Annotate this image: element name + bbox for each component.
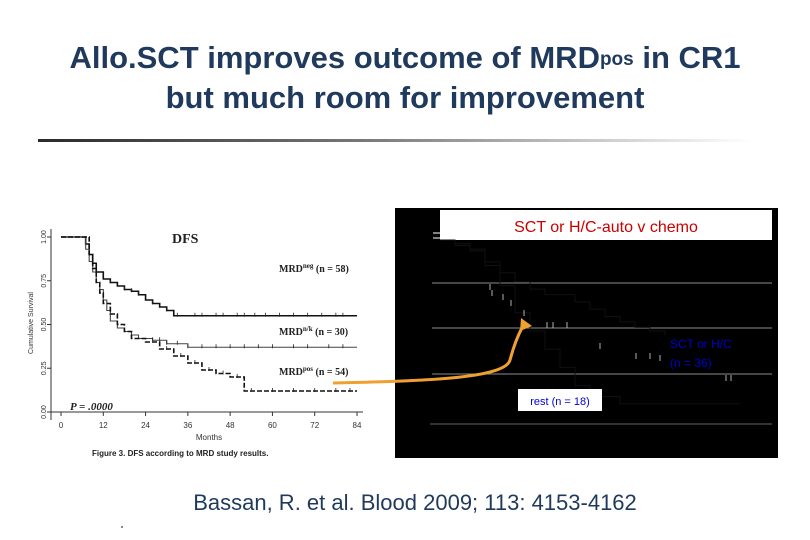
title-line-2: but much room for improvement — [165, 80, 645, 115]
y-tick-label: 0.75 — [41, 274, 48, 288]
x-tick-label: 48 — [226, 421, 235, 430]
series-label-n: (n = 54) — [313, 367, 348, 378]
y-tick-label: 0.50 — [41, 318, 48, 332]
p-value-label: P = .0000 — [70, 401, 113, 413]
stray-dot — [121, 526, 123, 528]
citation: Bassan, R. et al. Blood 2009; 113: 4153-… — [193, 490, 637, 515]
y-tick-label: 0.25 — [41, 361, 48, 375]
km-chart-title: DFS — [172, 232, 199, 247]
series-label-base: MRD — [279, 327, 303, 338]
title-main-text: Allo.SCT improves outcome of MRD — [69, 40, 600, 75]
label-box-rest — [518, 389, 602, 411]
y-tick-label: 0.00 — [41, 405, 48, 419]
title-divider — [38, 139, 753, 142]
right-chart-title: SCT or H/C-auto v chemo — [514, 219, 698, 236]
title-superscript: pos — [599, 49, 634, 70]
right-chart-title-box — [440, 210, 772, 240]
series-label-superscript: n/k — [303, 325, 313, 333]
slide-title: Allo.SCT improves outcome of MRDpos in C… — [0, 38, 810, 118]
series-label-n: (n = 58) — [313, 264, 348, 275]
arrow-head — [520, 318, 532, 331]
series-label-neg: MRDneg (n = 58) — [279, 262, 349, 275]
y-tick-label: 1.00 — [41, 230, 48, 244]
x-tick-label: 84 — [353, 421, 362, 430]
km-curve-pos — [61, 236, 357, 392]
arrow-path — [332, 325, 525, 385]
x-tick-label: 12 — [99, 421, 108, 430]
series-label-rest: rest (n = 18) — [530, 396, 590, 408]
y-axis-title: Cumulative Survival — [28, 292, 35, 354]
series-label-sct-line1: SCT or H/C — [670, 337, 732, 351]
x-axis-title: Months — [196, 433, 222, 442]
x-tick-label: 0 — [59, 421, 64, 430]
series-label-base: MRD — [279, 264, 303, 275]
series-label-n-k: MRDn/k (n = 30) — [279, 325, 348, 338]
series-label-superscript: pos — [303, 365, 313, 373]
arrow-overlay — [332, 318, 532, 385]
x-tick-label: 60 — [268, 421, 277, 430]
km-curve-neg — [61, 236, 357, 317]
series-label-pos: MRDpos (n = 54) — [279, 365, 348, 378]
title-suffix-text: in CR1 — [633, 40, 741, 75]
label-box-sct — [666, 334, 766, 372]
title-line-1: Allo.SCT improves outcome of MRDpos in C… — [0, 38, 810, 78]
x-tick-label: 72 — [310, 421, 319, 430]
series-label-sct-line2: (n = 36) — [670, 356, 712, 370]
right-chart-panel — [395, 208, 778, 458]
km-chart-left: 0 12 24 36 48 60 72 84 0.00 0.25 0.50 0.75 1.00 Cumul… — [28, 229, 363, 458]
km-chart-right: SCT or H/C-auto v chemo SCT or H/C (n = 36… — [395, 208, 778, 458]
series-label-n: (n = 30) — [313, 327, 348, 338]
figure-caption: Figure 3. DFS according to MRD study res… — [92, 449, 268, 458]
x-tick-label: 36 — [183, 421, 192, 430]
series-label-superscript: neg — [303, 262, 314, 270]
series-label-base: MRD — [279, 367, 303, 378]
x-tick-label: 24 — [141, 421, 150, 430]
